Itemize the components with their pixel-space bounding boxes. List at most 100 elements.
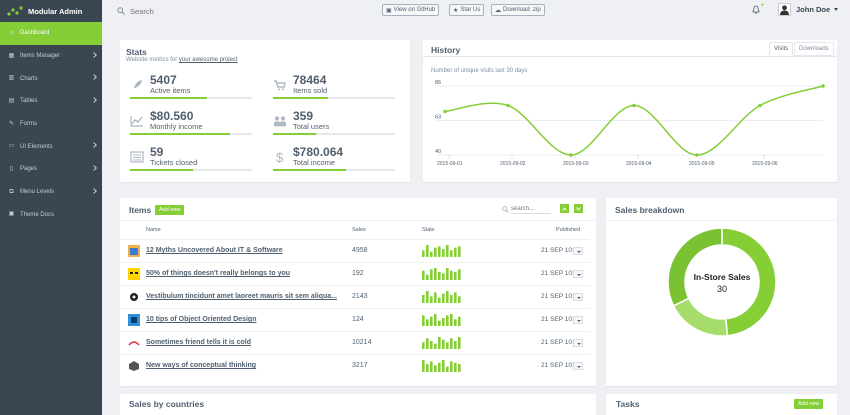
sidebar-item-tables[interactable]: ▤ Tables xyxy=(0,90,102,113)
tab-downloads[interactable]: Downloads xyxy=(794,42,834,56)
sparkline-bar xyxy=(426,291,429,303)
item-name-link[interactable]: 12 Myths Uncovered About IT & Software xyxy=(146,247,283,254)
sparkline-bar xyxy=(450,338,453,349)
stat-label: Total users xyxy=(293,122,330,131)
search-input[interactable] xyxy=(130,6,250,16)
svg-text:$: $ xyxy=(276,151,284,163)
column-header-sales[interactable]: Sales xyxy=(352,227,366,233)
column-header-published[interactable]: Published xyxy=(556,227,581,233)
stat-value: $780.064 xyxy=(293,145,344,159)
stat-value: 5407 xyxy=(150,73,177,87)
stat-progress-bar xyxy=(273,97,395,99)
sparkline-bar xyxy=(454,341,457,349)
add-item-button[interactable]: Add new xyxy=(155,205,185,215)
sparkline-bar xyxy=(422,342,425,349)
sparkline-bar xyxy=(454,247,457,257)
stat-value: 59 xyxy=(150,145,164,159)
view-on-github-button[interactable]: ▣ View on GitHub xyxy=(382,4,440,16)
github-icon: ▣ xyxy=(386,7,392,14)
chevron-right-icon xyxy=(91,187,97,194)
sparkline-bar xyxy=(458,364,461,372)
sidebar-item-pages[interactable]: ▯ Pages xyxy=(0,158,102,181)
stat-progress-bar xyxy=(130,133,252,135)
sparkline-bar xyxy=(458,269,461,280)
table-icon: ▤ xyxy=(8,97,15,104)
avatar[interactable] xyxy=(778,3,791,16)
row-actions-dropdown[interactable] xyxy=(573,270,583,278)
add-task-button[interactable]: Add new xyxy=(794,399,824,409)
scroll-up-button[interactable] xyxy=(560,204,569,213)
stat-progress-fill xyxy=(273,97,328,99)
item-thumbnail xyxy=(128,268,140,280)
item-sales: 3217 xyxy=(352,362,368,369)
stat-item: 59 Tickets closed xyxy=(130,145,260,175)
item-sparkline xyxy=(422,314,461,326)
stat-progress-bar xyxy=(130,97,252,99)
sales-breakdown-divider xyxy=(606,220,837,221)
table-row: 12 Myths Uncovered About IT & Software 49… xyxy=(120,239,590,262)
scroll-down-button[interactable] xyxy=(574,204,583,213)
stats-card: Stats Website metrics for your awesome p… xyxy=(120,40,410,182)
row-actions-dropdown[interactable] xyxy=(573,247,583,255)
item-name-link[interactable]: Vestibulum tincidunt amet laoreet mauris… xyxy=(146,293,337,300)
sparkline-bar xyxy=(426,274,429,280)
item-name-link[interactable]: New ways of conceptual thinking xyxy=(146,362,257,369)
stat-item: $ $780.064 Total income xyxy=(273,145,403,175)
sidebar-item-theme-docs[interactable]: ▣ Theme Docs xyxy=(0,204,102,227)
sparkline-bar xyxy=(422,295,425,303)
sidebar-item-forms[interactable]: ✎ Forms xyxy=(0,113,102,136)
sparkline-bar xyxy=(442,293,445,303)
sidebar-item-menu-levels[interactable]: ⧉ Menu Levels xyxy=(0,181,102,204)
stat-progress-fill xyxy=(130,133,231,135)
user-name[interactable]: John Doe xyxy=(796,5,831,14)
star-us-button[interactable]: ★ Star Us xyxy=(449,4,485,16)
chevron-right-icon xyxy=(91,165,97,171)
project-link[interactable]: your awesome project xyxy=(178,57,238,63)
stat-label: Items sold xyxy=(293,86,328,95)
sparkline-bar xyxy=(426,364,429,372)
row-actions-dropdown[interactable] xyxy=(573,339,583,347)
row-actions-dropdown[interactable] xyxy=(573,362,583,370)
bell-icon[interactable] xyxy=(752,5,760,14)
sales-breakdown-title: Sales breakdown xyxy=(615,205,685,215)
sidebar-item-label: Forms xyxy=(20,121,37,128)
brand[interactable]: Modular Admin xyxy=(0,0,102,22)
row-actions-dropdown[interactable] xyxy=(573,316,583,324)
user-chevron-down-icon[interactable] xyxy=(834,8,838,11)
sparkline-bar xyxy=(446,315,449,326)
data-point xyxy=(758,103,762,108)
chart-title: Number of unique visits last 30 days xyxy=(431,68,527,74)
sidebar-item-charts[interactable]: ▥ Charts xyxy=(0,67,102,90)
sidebar-item-ui-elements[interactable]: ▭ UI Elements xyxy=(0,135,102,158)
table-row: Sometimes friend tells it is cold 10214 21… xyxy=(120,331,590,354)
stats-title: Stats xyxy=(126,47,147,57)
column-header-name[interactable]: Name xyxy=(146,227,161,233)
chevron-right-icon xyxy=(91,142,97,149)
sparkline-bar xyxy=(458,246,461,257)
download-zip-button[interactable]: ☁ Download .zip xyxy=(491,4,545,16)
sparkline-bar xyxy=(442,249,445,257)
row-actions-dropdown[interactable] xyxy=(573,293,583,301)
stat-value: 359 xyxy=(293,109,314,123)
y-tick-label: 63 xyxy=(435,115,441,121)
sparkline-bar xyxy=(434,268,437,280)
sidebar-item-items-manager[interactable]: ▦ Items Manager xyxy=(0,45,102,68)
column-header-stats[interactable]: Stats xyxy=(422,227,435,233)
tab-visits[interactable]: Visits xyxy=(769,42,794,56)
sparkline-bar xyxy=(450,295,453,303)
home-icon: ⌂ xyxy=(9,29,14,36)
item-published: 21 SEP 10:45 xyxy=(541,293,581,300)
tasks-card: Tasks xyxy=(606,394,837,415)
sparkline-bar xyxy=(426,338,429,349)
item-thumbnail xyxy=(128,245,140,257)
item-name-link[interactable]: Sometimes friend tells it is cold xyxy=(146,339,252,346)
sidebar-item-dashboard[interactable]: ⌂ Dashboard xyxy=(0,22,102,45)
items-search-input[interactable] xyxy=(511,204,551,214)
item-name-link[interactable]: 50% of things doesn't really belongs to … xyxy=(146,270,291,277)
history-title: History xyxy=(431,45,461,55)
item-name-link[interactable]: 10 tips of Object Oriented Design xyxy=(146,316,257,323)
sparkline-bar xyxy=(458,316,461,326)
item-thumbnail xyxy=(130,293,138,301)
x-tick-label: 2015-09-05 xyxy=(689,161,715,167)
sidebar-item-label: Theme Docs xyxy=(20,211,55,218)
